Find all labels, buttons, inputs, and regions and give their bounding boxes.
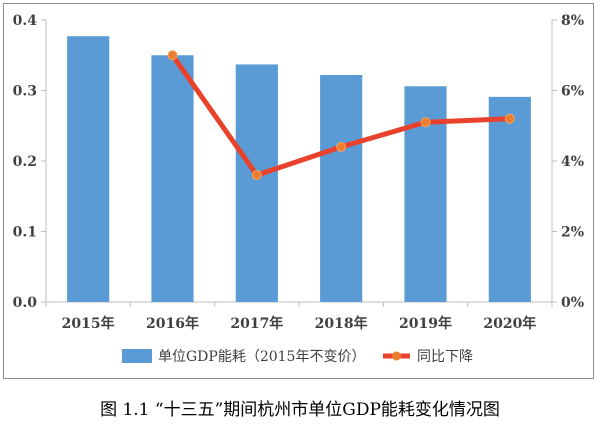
bar	[320, 74, 363, 303]
x-tick-label: 2016年	[146, 315, 199, 332]
x-tick-label: 2020年	[483, 315, 536, 332]
x-tick-label: 2018年	[315, 315, 368, 332]
right-tick-label: 0%	[561, 295, 584, 311]
right-tick-label: 2%	[561, 225, 584, 241]
x-tick-label: 2019年	[399, 315, 452, 332]
bar	[488, 96, 531, 302]
line-point	[420, 117, 431, 128]
line-point	[336, 141, 347, 152]
bar-series	[67, 36, 531, 303]
right-tick-label: 6%	[561, 84, 584, 100]
bar	[235, 64, 278, 302]
figure-caption: 图 1.1 “十三五”期间杭州市单位GDP能耗变化情况图	[100, 400, 500, 420]
line-point	[504, 113, 515, 124]
right-tick-label: 8%	[561, 13, 584, 29]
left-tick-label: 0.1	[13, 225, 37, 241]
legend-label-line: 同比下降	[417, 349, 473, 365]
legend-label-bar: 单位GDP能耗（2015年不变价）	[158, 349, 365, 365]
legend: 单位GDP能耗（2015年不变价） 同比下降	[122, 349, 473, 365]
left-tick-label: 0.0	[13, 295, 38, 311]
line-point	[167, 50, 178, 61]
legend-swatch-bar	[122, 349, 152, 363]
right-tick-label: 4%	[561, 154, 584, 170]
left-tick-label: 0.2	[13, 154, 37, 170]
combo-chart: 0.0 0.1 0.2 0.3 0.4 0% 2% 4% 6% 8% 2015年 2016年 2017年…	[13, 13, 584, 365]
line-series	[167, 50, 515, 181]
axes	[41, 19, 557, 307]
legend-swatch-marker	[392, 351, 401, 361]
bar	[67, 36, 110, 303]
left-tick-label: 0.4	[13, 13, 38, 29]
x-tick-label: 2015年	[62, 315, 115, 332]
x-tick-label: 2017年	[230, 315, 283, 332]
left-tick-label: 0.3	[13, 84, 37, 100]
line-point	[251, 170, 262, 181]
tick-labels: 0.0 0.1 0.2 0.3 0.4 0% 2% 4% 6% 8% 2015年 2016年 2017年…	[13, 13, 584, 332]
bar	[151, 55, 194, 302]
